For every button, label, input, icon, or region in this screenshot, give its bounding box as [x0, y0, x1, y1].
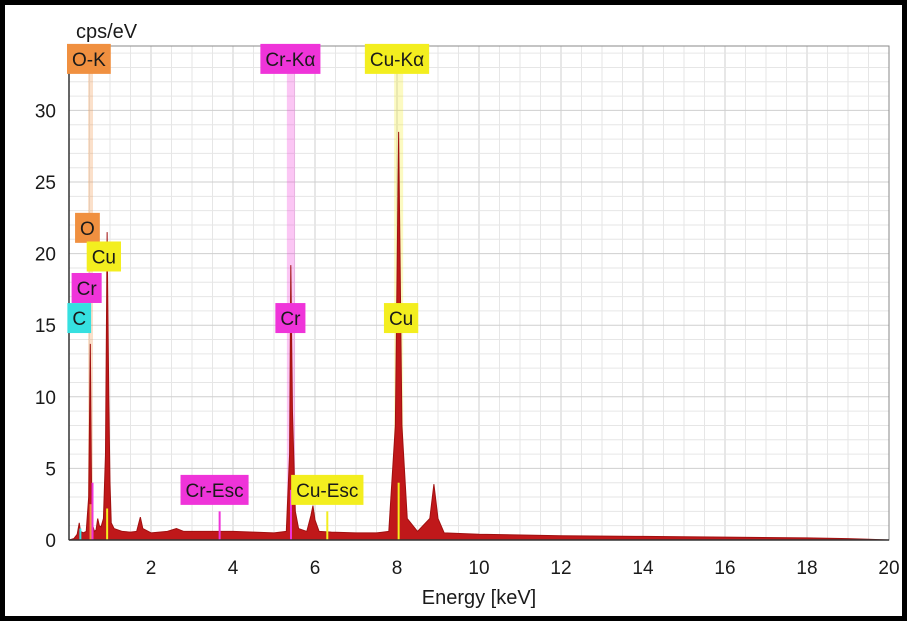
element-label: Cr-Esc — [180, 474, 249, 505]
element-label-box — [67, 43, 111, 74]
element-label-text: Cu — [92, 247, 116, 268]
x-axis-title: Energy [keV] — [422, 587, 537, 609]
element-label-text: Cu-Kα — [370, 50, 424, 71]
element-label-box — [67, 303, 92, 334]
element-label-box — [383, 303, 419, 334]
element-label-text: Cr-Esc — [186, 481, 244, 502]
element-label-text: Cr — [280, 309, 301, 330]
x-tick-label: 12 — [550, 558, 571, 579]
element-label: Cr-Kα — [260, 43, 321, 74]
x-tick-label: 8 — [392, 558, 403, 579]
element-label-box — [260, 43, 321, 74]
element-label-text: Cu — [389, 309, 413, 330]
element-label-box — [275, 303, 306, 334]
y-tick-label: 20 — [35, 245, 56, 266]
x-tick-label: 2 — [146, 558, 157, 579]
element-label: Cr — [71, 272, 102, 303]
element-label-text: C — [72, 309, 86, 330]
y-tick-label: 30 — [35, 101, 56, 122]
x-tick-label: 6 — [310, 558, 321, 579]
element-label: O-K — [67, 43, 111, 74]
element-label-text: O-K — [72, 50, 106, 71]
element-label-box — [86, 241, 121, 272]
y-tick-label: 25 — [35, 173, 56, 194]
element-label: Cu — [86, 241, 121, 272]
x-tick-label: 18 — [796, 558, 817, 579]
element-label-box — [180, 474, 249, 505]
y-tick-label: 10 — [35, 388, 56, 409]
axes: 2 4 6 8 10 12 14 16 18 20 0 5 10 15 20 25 30 — [35, 45, 900, 579]
y-axis-title: cps/eV — [76, 21, 138, 43]
element-label-box — [364, 43, 430, 74]
element-label-text: Cr — [77, 279, 98, 300]
x-tick-label: 4 — [228, 558, 239, 579]
element-label-box — [291, 474, 364, 505]
element-labels: O-K Cr-Kα Cu-Kα O Cu Cr C Cr Cu Cr-Esc Cu-Esc — [67, 43, 430, 505]
y-tick-label: 0 — [45, 531, 56, 552]
element-label-box — [75, 212, 100, 243]
element-label: Cu — [383, 303, 419, 334]
element-label-text: Cu-Esc — [296, 481, 358, 502]
element-label: Cu-Esc — [291, 474, 364, 505]
element-label-text: Cr-Kα — [265, 50, 315, 71]
x-tick-label: 16 — [714, 558, 735, 579]
element-label-box — [71, 272, 102, 303]
element-label: Cu-Kα — [364, 43, 430, 74]
element-label: Cr — [275, 303, 306, 334]
element-label-text: O — [80, 219, 95, 240]
element-label: C — [67, 303, 92, 334]
x-tick-label: 20 — [878, 558, 899, 579]
x-tick-label: 14 — [632, 558, 654, 579]
x-tick-label: 10 — [468, 558, 489, 579]
y-tick-label: 5 — [45, 459, 56, 480]
element-marker-lines — [79, 482, 400, 540]
spectrum-area — [68, 131, 890, 541]
spectrum — [68, 131, 890, 541]
y-tick-label: 15 — [35, 316, 56, 337]
grid — [68, 46, 890, 541]
element-label: O — [75, 212, 100, 243]
